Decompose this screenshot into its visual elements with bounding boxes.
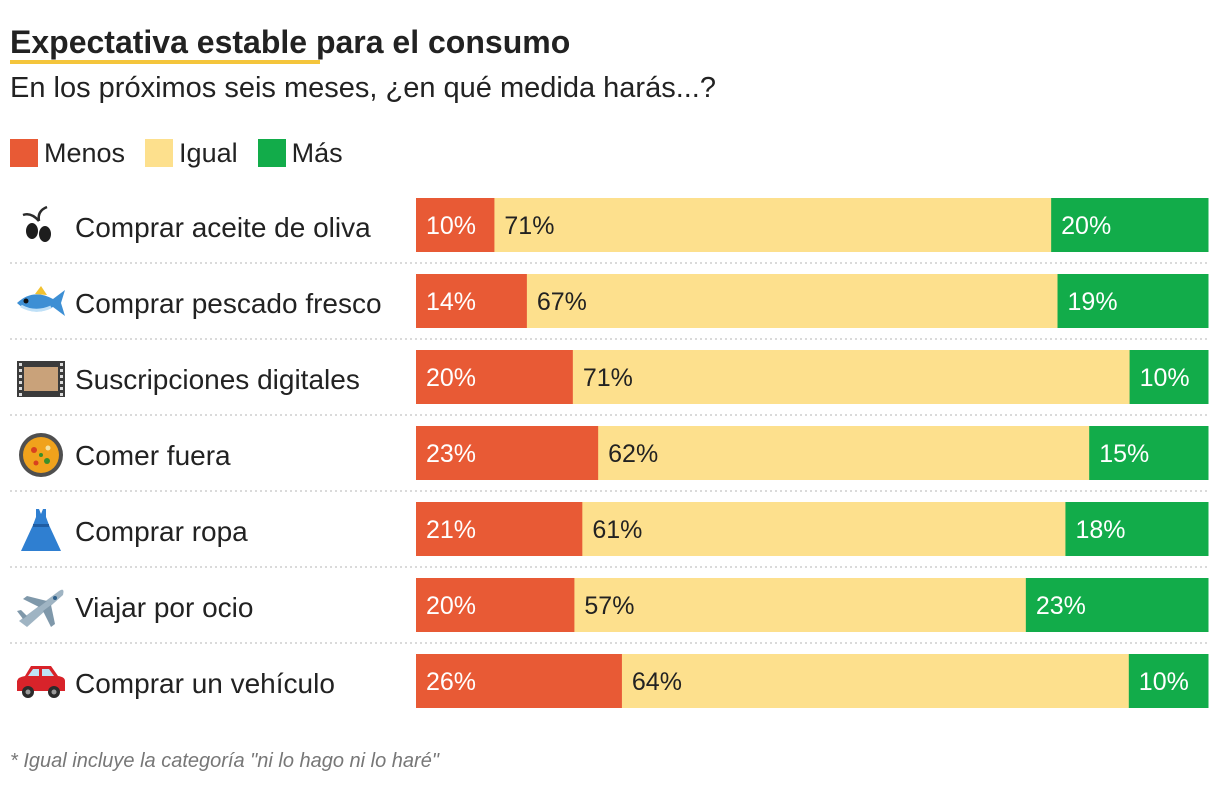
legend-swatch-igual <box>145 139 174 167</box>
category-label-5: Comprar ropa <box>75 516 248 547</box>
bar-igual-1 <box>494 198 1052 252</box>
value-label-menos-2: 14% <box>426 288 476 316</box>
value-label-igual-7: 64% <box>632 668 682 696</box>
bar-menos-5 <box>416 502 583 556</box>
value-label-menos-6: 20% <box>426 592 476 620</box>
bar-menos-1 <box>416 198 495 252</box>
value-label-menos-4: 23% <box>426 440 476 468</box>
legend-item-igual: Igual <box>145 136 238 170</box>
bar-igual-3 <box>572 350 1131 404</box>
olive-icon <box>22 205 51 242</box>
value-label-igual-4: 62% <box>608 440 658 468</box>
value-label-mas-1: 20% <box>1061 212 1111 240</box>
bar-igual-2 <box>526 274 1059 328</box>
bar-mas-2 <box>1057 274 1209 328</box>
value-label-menos-3: 20% <box>426 364 476 392</box>
category-label-6: Viajar por ocio <box>75 592 253 623</box>
value-label-mas-3: 10% <box>1140 364 1190 392</box>
value-label-menos-1: 10% <box>426 212 476 240</box>
bar-mas-6 <box>1025 578 1209 632</box>
title-highlight-underline <box>10 60 320 64</box>
category-label-7: Comprar un vehículo <box>75 668 335 699</box>
legend-label-igual: Igual <box>179 138 238 168</box>
legend-label-mas: Más <box>291 138 343 168</box>
footnote: * Igual incluye la categoría "ni lo hago… <box>10 750 439 772</box>
value-label-igual-2: 67% <box>537 288 587 316</box>
bar-menos-3 <box>416 350 574 404</box>
category-label-2: Comprar pescado fresco <box>75 288 382 319</box>
film-icon <box>17 361 65 397</box>
fish-icon <box>17 286 65 316</box>
bar-mas-1 <box>1051 198 1209 252</box>
bar-menos-6 <box>416 578 575 632</box>
legend-label-menos: Menos <box>44 138 126 168</box>
bar-igual-4 <box>598 426 1090 480</box>
value-label-menos-5: 21% <box>426 516 476 544</box>
value-label-igual-5: 61% <box>592 516 642 544</box>
legend-swatch-mas <box>257 139 286 167</box>
value-label-mas-5: 18% <box>1075 516 1125 544</box>
bar-mas-3 <box>1129 350 1209 404</box>
legend-item-menos: Menos <box>10 136 125 170</box>
category-label-3: Suscripciones digitales <box>75 364 360 395</box>
chart-subtitle: En los próximos seis meses, ¿en qué medi… <box>10 72 716 104</box>
legend-item-mas: Más <box>257 136 343 170</box>
dress-icon <box>21 509 61 551</box>
value-label-mas-7: 10% <box>1139 668 1189 696</box>
value-label-igual-6: 57% <box>584 592 634 620</box>
bar-mas-5 <box>1065 502 1209 556</box>
value-label-mas-4: 15% <box>1099 440 1149 468</box>
value-label-mas-6: 23% <box>1036 592 1086 620</box>
bar-igual-5 <box>582 502 1066 556</box>
bar-mas-7 <box>1128 654 1209 708</box>
legend: Menos Igual Más <box>10 136 363 170</box>
airplane-icon <box>17 589 64 627</box>
bar-menos-7 <box>416 654 623 708</box>
value-label-menos-7: 26% <box>426 668 476 696</box>
chart-title: Expectativa estable para el consumo <box>10 24 571 60</box>
value-label-mas-2: 19% <box>1068 288 1118 316</box>
category-label-4: Comer fuera <box>75 440 231 471</box>
bar-menos-2 <box>416 274 528 328</box>
bar-menos-4 <box>416 426 599 480</box>
bar-igual-7 <box>621 654 1130 708</box>
legend-swatch-menos <box>10 139 38 167</box>
value-label-igual-1: 71% <box>504 212 554 240</box>
bar-igual-6 <box>574 578 1027 632</box>
value-label-igual-3: 71% <box>583 364 633 392</box>
paella-icon <box>19 433 63 477</box>
car-icon <box>17 666 65 698</box>
category-label-1: Comprar aceite de oliva <box>75 212 371 243</box>
bar-mas-4 <box>1089 426 1209 480</box>
